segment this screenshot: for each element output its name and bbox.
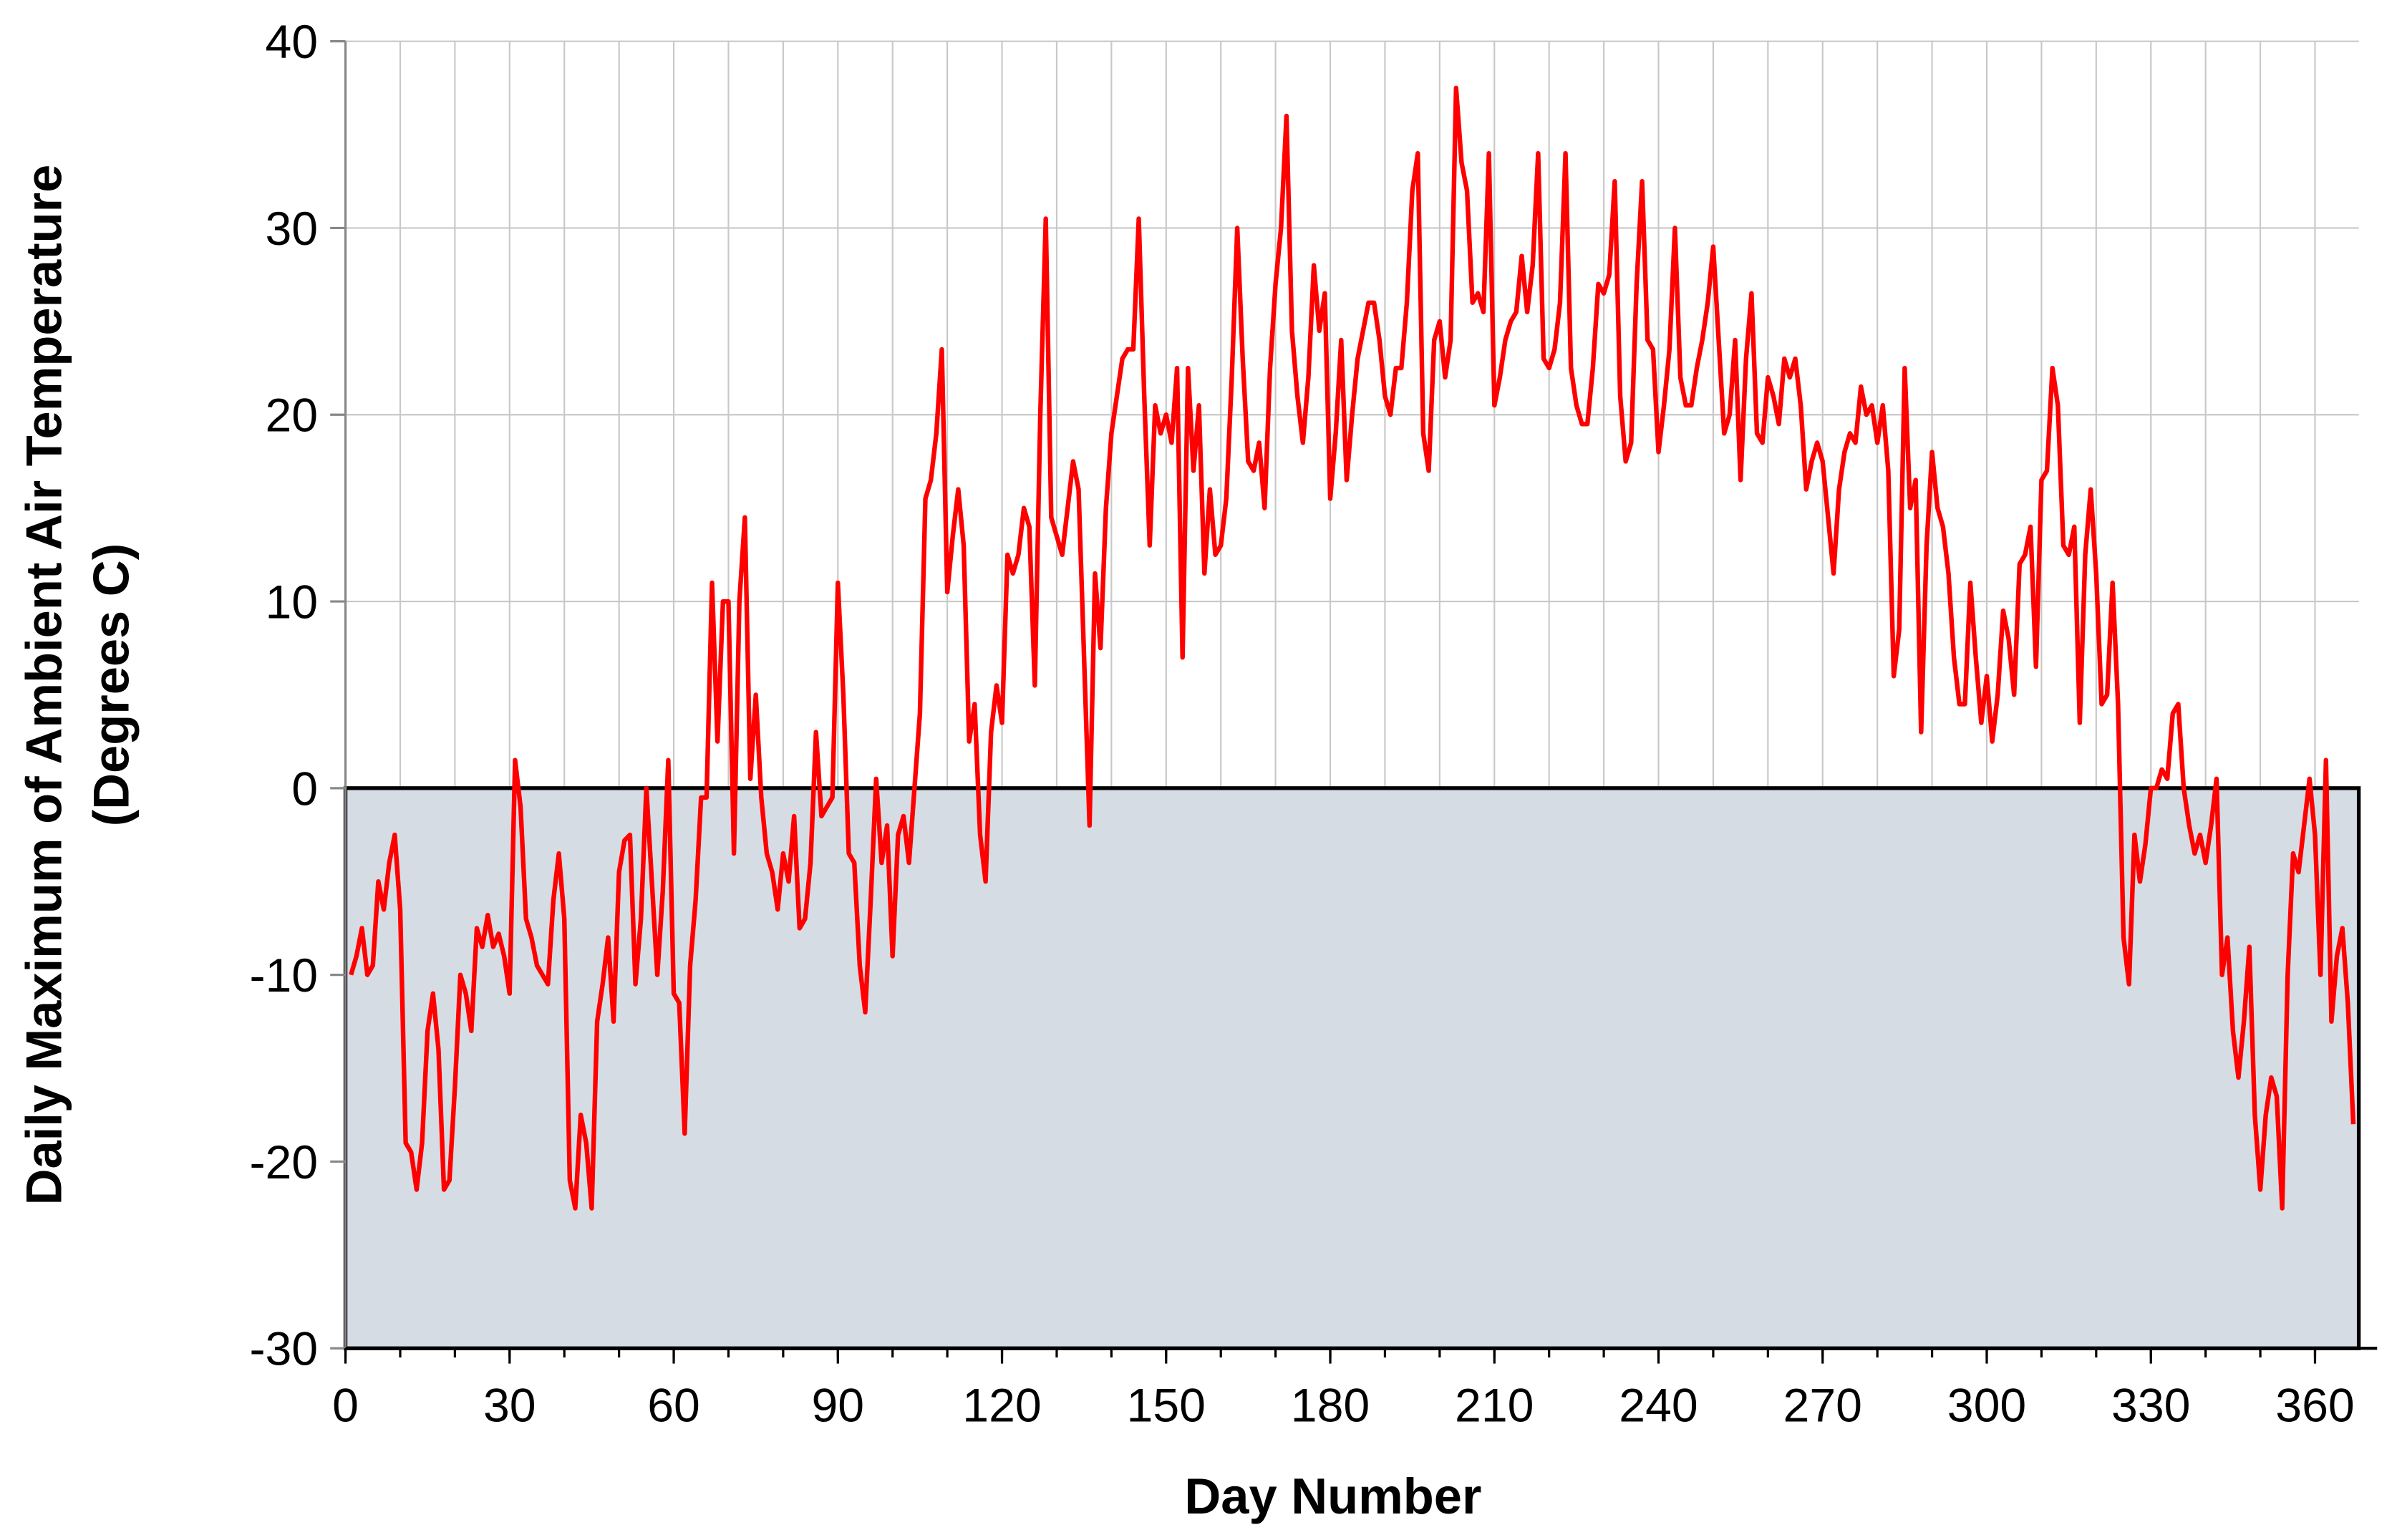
x-tick-label: 150	[1127, 1380, 1206, 1433]
x-axis-title: Day Number	[1184, 1468, 1481, 1524]
x-tick-label: 300	[1947, 1380, 2026, 1433]
x-tick-label: 90	[811, 1380, 864, 1433]
y-tick-label: -30	[249, 1323, 318, 1376]
y-tick-label: -20	[249, 1136, 318, 1189]
x-tick-label: 270	[1783, 1380, 1862, 1433]
y-axis-title: (Degrees C)	[82, 543, 139, 826]
shaded-band	[343, 786, 2361, 1350]
y-axis-title: Daily Maximum of Ambient Air Temperature	[15, 165, 72, 1206]
y-tick-label: 30	[266, 203, 319, 256]
x-tick-label: 330	[2111, 1380, 2190, 1433]
x-tick-label: 60	[647, 1380, 700, 1433]
y-tick-label: 0	[291, 762, 318, 815]
y-tick-label: 10	[266, 576, 319, 629]
x-tick-label: 0	[332, 1380, 359, 1433]
y-tick-label: 40	[266, 16, 319, 69]
x-tick-label: 30	[483, 1380, 536, 1433]
x-tick-label: 180	[1291, 1380, 1370, 1433]
y-tick-label: 20	[266, 389, 319, 442]
x-tick-label: 120	[962, 1380, 1041, 1433]
x-tick-label: 210	[1455, 1380, 1534, 1433]
x-tick-label: 360	[2275, 1380, 2354, 1433]
x-tick-label: 240	[1619, 1380, 1698, 1433]
y-tick-label: -10	[249, 949, 318, 1002]
data-line	[349, 85, 2356, 1211]
